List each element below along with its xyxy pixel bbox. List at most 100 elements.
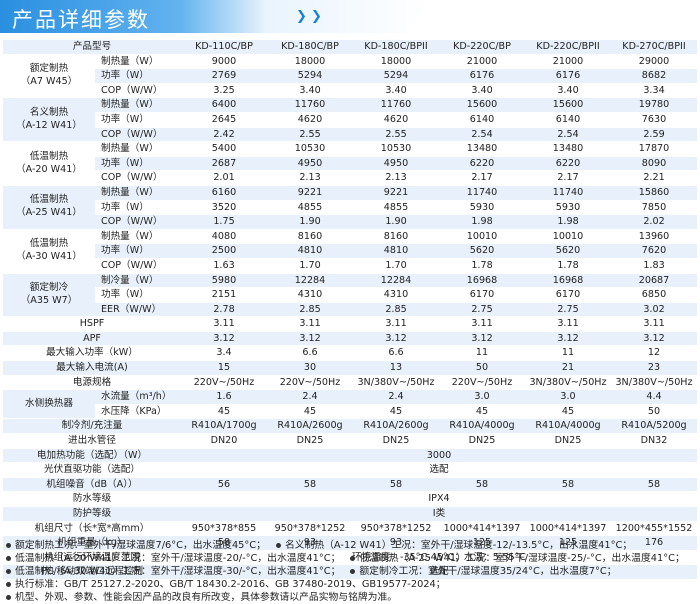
header-banner: 产品详细参数 ❯ ❯ [0, 0, 700, 36]
value-cell: 2.54 [439, 127, 525, 143]
group-condition: （A-12 W41） [16, 119, 82, 131]
spec-table: 产品型号 KD-110C/BP KD-180C/BP KD-180C/BPII KD-2… [3, 40, 697, 580]
value-cell: 1.70 [353, 258, 439, 274]
value-cell: 6140 [525, 112, 611, 128]
value-cell: 3.11 [353, 316, 439, 332]
value-cell: 1.98 [525, 214, 611, 230]
row-label: 制热量（W） [95, 141, 181, 157]
group-name: 名义制热 [29, 106, 69, 118]
value-cell: 2.17 [439, 170, 525, 186]
table-row: COP（W/W） 1.75 1.90 1.90 1.98 1.98 2.02 [3, 214, 697, 230]
note-text: 低温制热（A-25 W41）工况：室外干/湿球温度-25/-°C，出水温度41°… [359, 553, 685, 564]
group-label: 名义制热 （A-12 W41） [3, 97, 95, 143]
group-condition: （A-20 W41） [16, 163, 82, 175]
group-name: 额定制冷 [29, 281, 69, 293]
value-cell: 2.01 [181, 170, 267, 186]
value-cell: 2769 [181, 68, 267, 84]
table-row: 名义制热 （A-12 W41） 制热量（W） 6400 11760 11760 15600 1… [3, 97, 697, 143]
value-cell: 5294 [267, 68, 353, 84]
value-cell: 2500 [181, 243, 267, 259]
row-label: 防护等级 [3, 506, 181, 522]
value-cell: 6176 [439, 68, 525, 84]
row-label: COP（W/W） [95, 214, 181, 230]
table-row: 光伏直驱功能（选配） 选配 [3, 462, 697, 478]
notes-section: 额定制热工况：室外干/湿球温度7/6°C，出水温度45°C； 名义制热（A-12 … [4, 539, 696, 604]
value-cell: 3.12 [267, 331, 353, 347]
table-row: 制冷剂/充注量 R410A/1700g R410A/2600g R410A/2600g… [3, 418, 697, 435]
value-cell: 6.6 [267, 345, 353, 362]
value-cell: R410A/2600g [353, 418, 439, 435]
group-label: 额定制热 （A7 W45） [3, 54, 95, 99]
row-label: 功率（W） [95, 156, 181, 172]
row-label: 功率（W） [95, 287, 181, 303]
value-cell: 6170 [439, 287, 525, 303]
value-cell: 9000 [181, 54, 267, 70]
value-cell: 21000 [525, 54, 611, 70]
row-label: 光伏直驱功能（选配） [3, 462, 181, 478]
row-label: 功率（W） [95, 200, 181, 216]
bullet-icon [6, 568, 11, 574]
row-label: 水流量（m³/h） [95, 389, 181, 405]
group-condition: （A-30 W41） [16, 251, 82, 263]
value-cell: 10010 [525, 229, 611, 245]
span-value: IPX4 [181, 491, 697, 507]
value-cell: 4950 [267, 156, 353, 172]
row-label: COP（W/W） [95, 83, 181, 99]
value-cell: 8160 [353, 229, 439, 245]
note-line: 额定制热工况：室外干/湿球温度7/6°C，出水温度45°C； 名义制热（A-12 … [4, 539, 696, 552]
table-row: 最大输入电流(A) 15 30 13 50 21 23 [3, 360, 697, 376]
row-label: 最大输入电流(A) [3, 360, 181, 376]
note-text: 低温制热（A-30 W41）工况：室外干/湿球温度-30/-°C，出水温度41°… [15, 566, 341, 577]
value-cell: DN20 [181, 433, 267, 449]
value-cell: 1.75 [181, 214, 267, 230]
value-cell: 4855 [267, 200, 353, 216]
header-row: 产品型号 KD-110C/BP KD-180C/BP KD-180C/BPII KD-2… [3, 40, 697, 55]
value-cell: 45 [267, 404, 353, 420]
value-cell: 2.85 [353, 302, 439, 318]
row-label: 电加热功能（选配）（W） [3, 448, 181, 464]
group-condition: （A7 W45） [20, 75, 78, 87]
value-cell: 950*378*855 [181, 521, 267, 537]
value-cell: 3.12 [439, 331, 525, 347]
span-value: 3000 [181, 448, 697, 464]
value-cell: 12284 [353, 273, 439, 289]
note-text: 额定制冷工况：室外干/湿球温度35/24°C，出水温度7°C； [359, 566, 617, 577]
value-cell: 4620 [267, 112, 353, 128]
model-name: KD-180C/BPII [353, 40, 439, 55]
value-cell: 2.75 [525, 302, 611, 318]
value-cell: 3.34 [611, 83, 697, 99]
value-cell: 6160 [181, 185, 267, 201]
value-cell: 10530 [267, 141, 353, 157]
value-cell: 45 [439, 404, 525, 420]
model-name: KD-110C/BP [181, 40, 267, 55]
value-cell: 16968 [525, 273, 611, 289]
value-cell: 12284 [267, 273, 353, 289]
value-cell: 6140 [439, 112, 525, 128]
table-row: 防水等级 IPX4 [3, 491, 697, 507]
row-label: 功率（W） [95, 112, 181, 128]
row-label: 最大输入功率（kW） [3, 345, 181, 362]
note-text: 执行标准：GB/T 25127.2-2020、GB/T 18430.2-2016… [15, 579, 446, 590]
value-cell: 6.6 [353, 345, 439, 362]
value-cell: 15 [181, 360, 267, 376]
value-cell: 2.02 [611, 214, 697, 230]
value-cell: 15600 [439, 97, 525, 113]
value-cell: 45 [353, 404, 439, 420]
value-cell: 18000 [267, 54, 353, 70]
value-cell: 5294 [353, 68, 439, 84]
value-cell: 2.17 [525, 170, 611, 186]
table-row: 机组运行环境温度范围 环境温度：-35°C-45°C；水温：5-55°C [3, 550, 697, 566]
chevron-right-icon: ❯ ❯ [296, 9, 322, 24]
group-condition: （A-25 W41） [16, 207, 82, 219]
row-label: 制冷剂/充注量 [3, 418, 181, 435]
value-cell: 6400 [181, 97, 267, 113]
value-cell: 3N/380V~/50Hz [611, 375, 697, 391]
group-condition: （A35 W7） [20, 294, 78, 306]
group-label: 低温制热 （A-25 W41） [3, 185, 95, 230]
value-cell: 2.55 [267, 127, 353, 143]
value-cell: 11740 [525, 185, 611, 201]
value-cell: 3.11 [525, 316, 611, 332]
value-cell: 1000*414*1397 [439, 521, 525, 537]
value-cell: 56 [181, 477, 267, 493]
value-cell: 15860 [611, 185, 697, 201]
